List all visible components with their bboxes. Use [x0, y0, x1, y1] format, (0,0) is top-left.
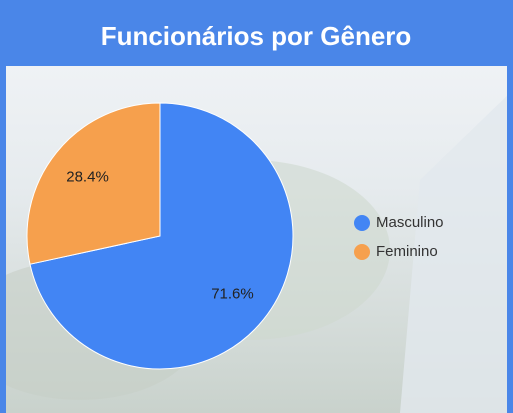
chart-title: Funcionários por Gênero	[101, 21, 412, 51]
border	[0, 66, 6, 413]
chart: Funcionários por Gênero 71.6% 28.4% Mascul…	[0, 0, 513, 413]
border	[507, 66, 513, 413]
data-label: 28.4%	[66, 169, 109, 186]
legend-marker	[354, 215, 370, 231]
legend-marker	[354, 244, 370, 260]
data-label: 71.6%	[211, 285, 254, 302]
legend-label: Masculino	[376, 214, 444, 231]
card: Funcionários por Gênero 71.6% 28.4% Mascul…	[0, 0, 513, 413]
legend-label: Feminino	[376, 243, 438, 260]
